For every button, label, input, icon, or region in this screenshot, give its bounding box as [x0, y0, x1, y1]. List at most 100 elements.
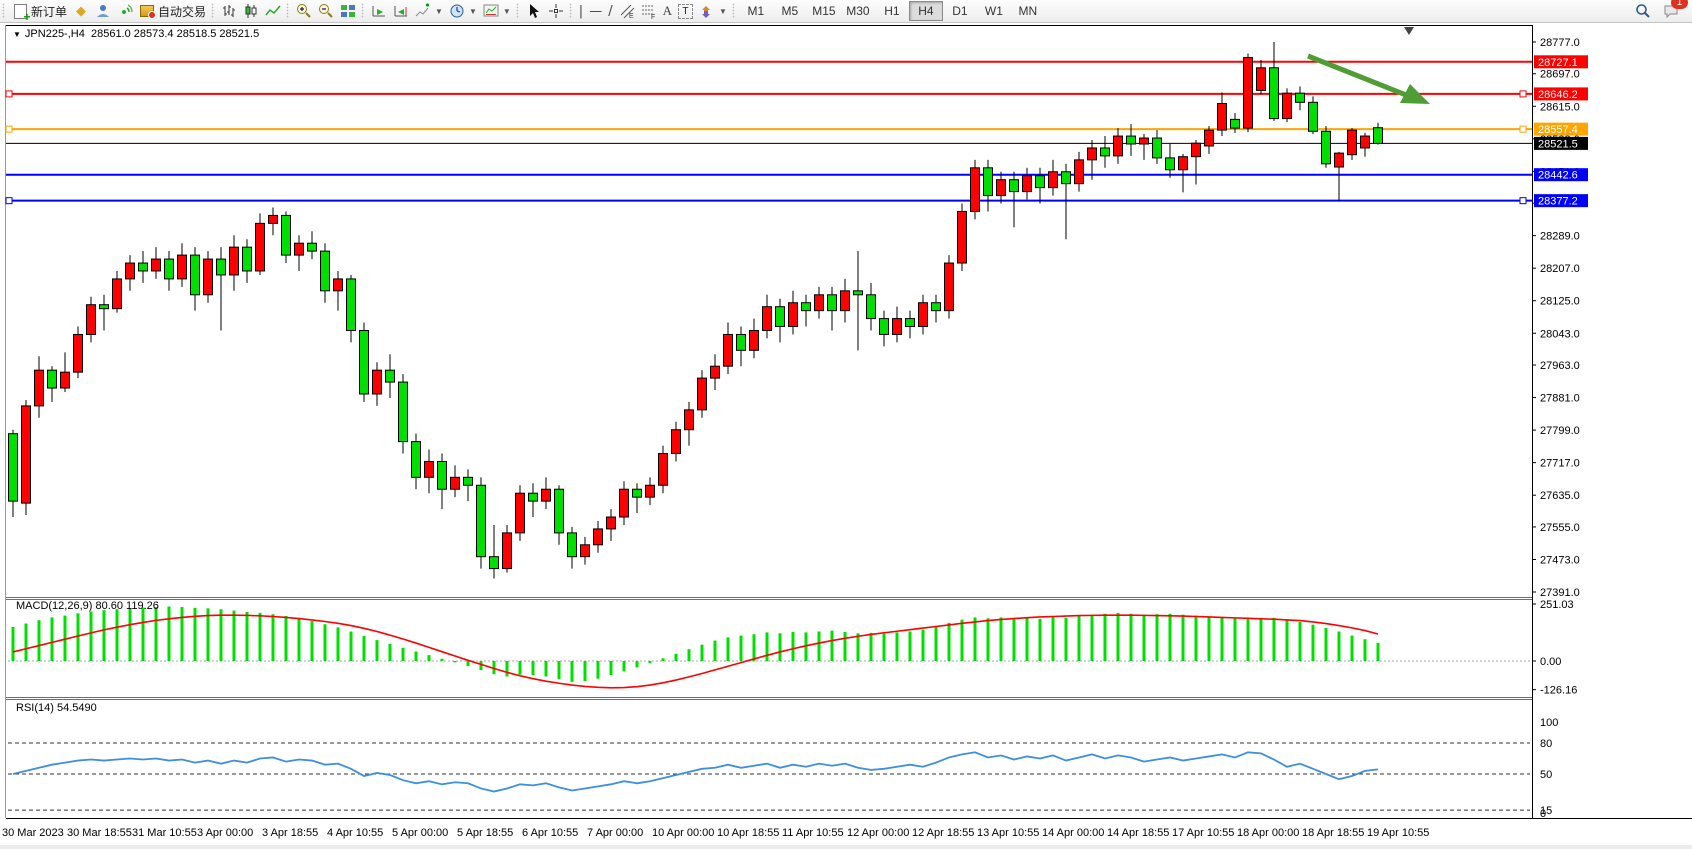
candle-body [905, 318, 915, 328]
text-tool-button[interactable]: A [660, 1, 675, 21]
auto-trading-button[interactable]: 自动交易 [136, 1, 209, 21]
macd-histogram-bar [882, 633, 886, 661]
new-order-button[interactable]: + 新订单 [9, 1, 70, 23]
macd-histogram-bar [1233, 618, 1237, 661]
notifications-button[interactable]: 1 [1660, 0, 1688, 21]
macd-histogram-bar [167, 606, 171, 661]
tf-button-w1[interactable]: W1 [984, 4, 1003, 18]
candle-body [983, 167, 993, 197]
candle-body [957, 210, 967, 264]
arrows-tool-button[interactable]: ▼ [696, 1, 730, 21]
macd-histogram-bar [323, 624, 327, 661]
signals-button[interactable] [114, 1, 136, 21]
crosshair-tool-button[interactable] [545, 1, 567, 21]
trendline-tool-button[interactable]: / [605, 1, 615, 21]
tf-button-m1[interactable]: M1 [747, 4, 765, 18]
tile-windows-button[interactable] [337, 1, 359, 21]
candle-body [866, 294, 876, 320]
candle-body [320, 250, 330, 292]
trend-arrow-annotation[interactable] [1307, 53, 1430, 104]
candle-body [1360, 135, 1370, 149]
candle-body [372, 369, 382, 395]
auto-scroll-button[interactable] [368, 1, 390, 21]
timeframe-group: M1 M5 M15 M30 H1 H4 D1 W1 MN [739, 1, 1045, 21]
cursor-tool-button[interactable] [523, 1, 545, 21]
candlestick-chart-button[interactable] [240, 1, 262, 21]
candle-body [658, 453, 668, 486]
channel-tool-button[interactable]: E [616, 1, 638, 21]
periods-icon [449, 3, 465, 19]
macd-histogram-bar [687, 649, 691, 661]
x-axis-label: 3 Apr 18:55 [262, 827, 318, 839]
y-tick-label: 28043.0 [1540, 328, 1580, 340]
candle-body [1152, 137, 1162, 159]
text-label-tool-button[interactable]: T [675, 1, 696, 21]
macd-histogram-bar [1194, 615, 1198, 661]
macd-indicator-label: MACD(12,26,9) 80.60 119.26 [16, 600, 159, 612]
candle-body [34, 369, 44, 407]
periods-button[interactable]: ▼ [446, 1, 480, 21]
macd-histogram-bar [284, 616, 288, 661]
tf-button-m30[interactable]: M30 [846, 4, 870, 18]
macd-histogram-bar [388, 643, 392, 661]
macd-histogram-bar [557, 661, 561, 680]
templates-button[interactable]: ▼ [480, 1, 514, 21]
tf-button-h4[interactable]: H4 [908, 1, 943, 21]
tf-button-m5[interactable]: M5 [781, 4, 799, 18]
macd-histogram-bar [1038, 618, 1042, 661]
macd-histogram-bar [1116, 612, 1120, 661]
x-axis-label: 4 Apr 10:55 [327, 827, 383, 839]
zoom-out-icon [318, 3, 334, 19]
search-button[interactable] [1632, 1, 1654, 21]
candle-body [437, 460, 447, 490]
fibonacci-tool-button[interactable]: F [638, 1, 660, 21]
zoom-out-button[interactable] [315, 1, 337, 21]
zoom-in-button[interactable] [293, 1, 315, 21]
chart-title-symbol: JPN225-,H4 [24, 28, 85, 40]
auto-trading-label: 自动交易 [158, 4, 207, 19]
candle-body [489, 556, 499, 570]
x-axis-label: 18 Apr 00:00 [1237, 827, 1299, 839]
tf-button-h1[interactable]: H1 [884, 4, 900, 18]
macd-histogram-bar [1324, 627, 1328, 661]
candle-body [1282, 92, 1292, 120]
candle-body [567, 532, 577, 558]
hline-handle [1519, 90, 1527, 98]
macd-histogram-bar [362, 636, 366, 661]
candle-body [1009, 179, 1019, 193]
rsi-tick-label: 0 [1540, 808, 1546, 820]
chart-shift-marker[interactable] [1404, 27, 1414, 35]
macd-histogram-bar [1246, 619, 1250, 661]
x-axis-label: 19 Apr 10:55 [1367, 827, 1429, 839]
line-chart-button[interactable] [262, 1, 284, 21]
trendline-icon: / [608, 3, 613, 19]
macd-histogram-bar [609, 661, 613, 676]
x-axis-label: 7 Apr 00:00 [587, 827, 643, 839]
chart-shift-button[interactable] [390, 1, 412, 21]
candle-body [138, 262, 148, 272]
indicators-button[interactable]: ▼ [412, 1, 446, 21]
time-axis: 30 Mar 2023 30 Mar 18:55 31 Mar 10:55 3 Apr… [2, 827, 1429, 839]
metaeditor-button[interactable]: ◆ [70, 1, 92, 21]
market-watch-button[interactable] [92, 1, 114, 21]
price-badge: 28377.2 [1538, 196, 1578, 208]
macd-histogram-bar [401, 647, 405, 661]
vertical-line-tool-button[interactable]: | [576, 1, 586, 21]
x-axis-label: 10 Apr 18:55 [717, 827, 779, 839]
dropdown-caret-icon: ▼ [468, 6, 477, 16]
candle-body [255, 222, 265, 272]
macd-histogram-bar [1376, 642, 1380, 661]
tf-button-d1[interactable]: D1 [952, 4, 968, 18]
candle-body [1191, 142, 1201, 158]
cursor-icon [526, 3, 542, 19]
tf-button-m15[interactable]: M15 [812, 4, 836, 18]
search-icon [1635, 3, 1651, 19]
macd-histogram-bar [1285, 619, 1289, 661]
tf-button-mn[interactable]: MN [1018, 4, 1038, 18]
horizontal-line-tool-button[interactable]: — [586, 1, 605, 21]
crosshair-icon [548, 3, 564, 19]
bar-chart-button[interactable] [218, 1, 240, 21]
y-tick-label: 27635.0 [1540, 490, 1580, 502]
rsi-line [12, 751, 1379, 793]
